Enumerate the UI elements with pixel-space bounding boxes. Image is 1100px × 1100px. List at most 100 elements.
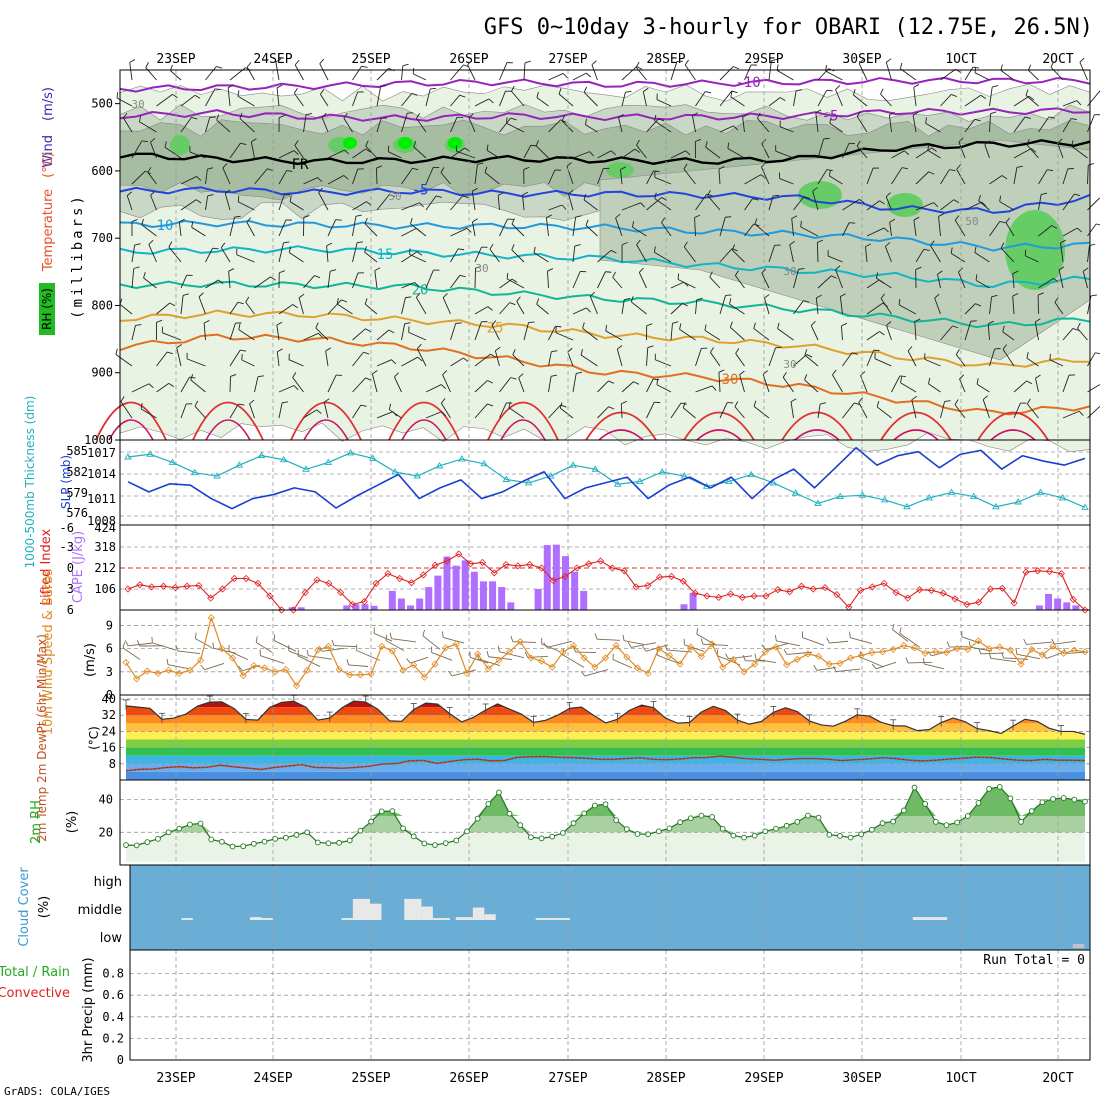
rh2m-marker bbox=[1082, 798, 1088, 805]
wind-barb-flag bbox=[1079, 57, 1085, 63]
wind-barb-flag bbox=[1035, 374, 1041, 379]
wind-barb-shaft bbox=[1028, 69, 1039, 81]
lifted-index-tick-label: -3 bbox=[60, 540, 74, 554]
wind-barb-flag bbox=[523, 166, 530, 171]
t2m-tick-label: 16 bbox=[102, 741, 116, 755]
thickness-marker bbox=[725, 477, 733, 484]
wind-barb-shaft bbox=[761, 143, 770, 159]
rh2m-marker bbox=[272, 835, 279, 842]
wind-barb-flag bbox=[238, 323, 241, 330]
isotherm-line bbox=[119, 333, 1091, 416]
wind-barb-shaft bbox=[499, 651, 525, 659]
wind-barb-flag bbox=[731, 244, 736, 251]
cape-bar bbox=[352, 604, 360, 610]
surface-isotherm-arch bbox=[683, 411, 755, 441]
rh2m-marker bbox=[410, 833, 417, 840]
wind-barb-shaft bbox=[908, 661, 933, 664]
lifted-index-marker bbox=[726, 590, 735, 598]
wind-barb-shaft bbox=[677, 279, 696, 289]
wind-barb-flag bbox=[416, 112, 421, 119]
wind10m-marker bbox=[996, 643, 1004, 651]
wind10m-marker bbox=[527, 654, 535, 662]
wind-barb-flag bbox=[435, 195, 442, 198]
wind-barb-flag bbox=[343, 175, 349, 180]
wind-barb-flag bbox=[1053, 278, 1059, 283]
wind-barb-shaft bbox=[401, 356, 418, 367]
lifted-index-marker bbox=[526, 560, 534, 569]
wind-barb-shaft bbox=[474, 353, 491, 367]
wind-barb-flag bbox=[318, 187, 323, 193]
wind-barb-shaft bbox=[499, 62, 508, 81]
cloud-level-label-high: high bbox=[94, 875, 122, 890]
rh2m-marker bbox=[943, 822, 950, 828]
wind-barb-flag bbox=[1012, 293, 1019, 297]
precip-axis-unit: 3hr Precip (mm) bbox=[81, 957, 96, 1062]
wind-barb-shaft bbox=[229, 216, 236, 237]
wind-barb-flag bbox=[656, 378, 659, 385]
wind-barb-shaft bbox=[1049, 359, 1064, 367]
lifted-index-marker bbox=[407, 579, 416, 587]
rh2m-marker bbox=[975, 800, 982, 806]
wind-barb-shaft bbox=[352, 216, 357, 237]
wind-barb-flag bbox=[729, 298, 732, 305]
wind-barb-shaft bbox=[156, 382, 170, 393]
wind-barb-shaft bbox=[679, 328, 696, 341]
wind-barb-shaft bbox=[930, 245, 941, 263]
wind-barb-flag bbox=[1077, 322, 1081, 329]
wind-barb-flag bbox=[718, 369, 725, 373]
wind-barb-flag bbox=[831, 275, 837, 279]
wind-barb-shaft bbox=[817, 169, 828, 185]
wind-barb-shaft bbox=[376, 86, 382, 107]
temperature-band bbox=[126, 763, 1085, 772]
wind10m-axis-title: 10m Wind Speed & Barbs bbox=[41, 569, 56, 736]
lifted-index-marker bbox=[750, 592, 758, 600]
lifted-index-marker bbox=[230, 574, 238, 583]
wind-barb-flag bbox=[475, 265, 482, 269]
lifted-index-tick-label: 0 bbox=[67, 561, 74, 575]
thickness-marker bbox=[880, 496, 889, 503]
wind-barb-flag bbox=[683, 163, 688, 170]
wind-barb-flag bbox=[692, 112, 698, 117]
wind-barb-flag bbox=[289, 195, 292, 202]
wind-barb-flag bbox=[833, 666, 837, 672]
lifted-index-marker bbox=[514, 562, 522, 570]
wind-barb-flag bbox=[871, 663, 877, 670]
wind-barb-shaft bbox=[1026, 641, 1053, 645]
wind-barb-flag bbox=[1000, 242, 1005, 249]
wind-barb-shaft bbox=[497, 195, 500, 211]
wind-barb-shaft bbox=[572, 246, 576, 263]
rh2m-marker bbox=[741, 834, 747, 841]
wind-barb-shaft bbox=[129, 62, 133, 81]
wind-barb-shaft bbox=[915, 147, 933, 159]
wind-barb-shaft bbox=[829, 122, 843, 133]
wind-barb-flag bbox=[458, 248, 465, 251]
lifted-index-marker bbox=[549, 577, 557, 585]
rh2m-marker bbox=[400, 825, 406, 832]
wind-barb-shaft bbox=[1054, 640, 1077, 645]
wind-barb-flag bbox=[459, 274, 466, 278]
wind-barb-shaft bbox=[494, 350, 500, 367]
thickness-marker bbox=[435, 461, 444, 469]
wind-barb-flag bbox=[190, 374, 194, 381]
cape-bar bbox=[534, 588, 542, 610]
wind-barb-shaft bbox=[646, 401, 655, 419]
wind-barb-shaft bbox=[866, 200, 880, 211]
wind-barb-shaft bbox=[522, 194, 525, 211]
lifted-index-marker bbox=[667, 572, 676, 580]
wind-barb-shaft bbox=[915, 249, 925, 263]
slp-axis-title: SLP (mb) bbox=[59, 455, 73, 509]
wind-barb-shaft bbox=[682, 407, 696, 419]
wind-barb-flag bbox=[782, 371, 787, 378]
wind-barb-shaft bbox=[914, 321, 917, 341]
wind-barb-shaft bbox=[754, 223, 770, 237]
wind-barb-flag bbox=[608, 406, 615, 410]
wind-barb-shaft bbox=[352, 404, 362, 419]
lifted-index-marker bbox=[986, 585, 995, 593]
wind-barb-flag bbox=[928, 171, 935, 175]
wind-barb-flag bbox=[442, 292, 448, 298]
wind-barb-flag bbox=[856, 111, 862, 117]
lifted-index-marker bbox=[951, 595, 959, 603]
lifted-index-marker bbox=[254, 579, 262, 587]
wind10m-marker bbox=[974, 637, 983, 645]
wind-barb-shaft bbox=[474, 98, 490, 107]
